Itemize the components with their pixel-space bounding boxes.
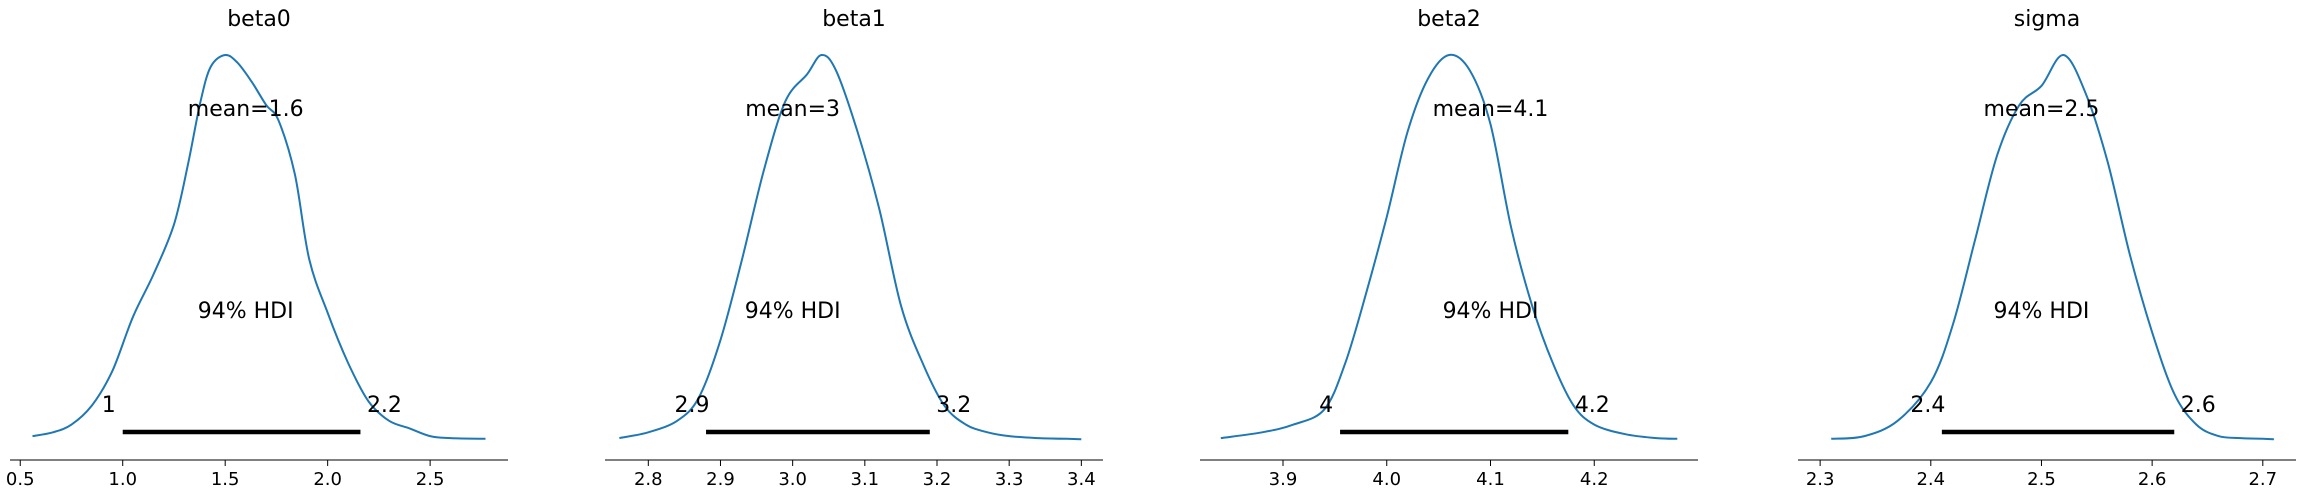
mean-label: mean=2.5	[1984, 97, 2100, 122]
x-tick-label: 4.1	[1476, 469, 1505, 490]
hdi-low-label: 4	[1319, 393, 1333, 418]
mean-label: mean=1.6	[188, 97, 304, 122]
x-tick-label: 4.0	[1372, 469, 1401, 490]
density-line	[619, 53, 1082, 441]
x-tick-label: 2.5	[2027, 469, 2056, 490]
panel-beta1: beta1 mean=3 94% HDI 2.9 3.2 2.8 2.9 3.0 3.1 3.2 3…	[605, 7, 1103, 490]
panel-beta0: beta0 mean=1.6 94% HDI 1 2.2 0.5 1.0 1.5 2.0 2.5	[6, 7, 508, 490]
hdi-high-label: 3.2	[936, 393, 971, 418]
x-tick-label: 3.2	[923, 469, 952, 490]
x-tick-label: 3.9	[1269, 469, 1298, 490]
x-tick-label: 1.5	[211, 469, 240, 490]
x-tick-label: 1.0	[108, 469, 137, 490]
panel-title: beta1	[822, 7, 886, 32]
x-tick-label: 2.9	[706, 469, 735, 490]
x-tick-label: 3.4	[1067, 469, 1096, 490]
x-tick-label: 2.6	[2138, 469, 2167, 490]
mean-label: mean=4.1	[1433, 97, 1549, 122]
hdi-label: 94% HDI	[1994, 299, 2090, 324]
hdi-low-label: 1	[102, 393, 116, 418]
x-tick-label: 2.3	[1806, 469, 1835, 490]
hdi-high-label: 2.6	[2181, 393, 2216, 418]
x-tick-label: 4.2	[1580, 469, 1609, 490]
x-tick-label: 3.3	[995, 469, 1024, 490]
density-line	[1220, 53, 1678, 440]
panel-beta2: beta2 mean=4.1 94% HDI 4 4.2 3.9 4.0 4.1 4.2	[1200, 7, 1698, 490]
hdi-label: 94% HDI	[1443, 299, 1539, 324]
hdi-low-label: 2.4	[1910, 393, 1945, 418]
x-tick-label: 0.5	[6, 469, 35, 490]
mean-label: mean=3	[745, 97, 840, 122]
hdi-high-label: 4.2	[1575, 393, 1610, 418]
panel-title: sigma	[2014, 7, 2080, 32]
x-tick-label: 2.5	[416, 469, 445, 490]
hdi-low-label: 2.9	[675, 393, 710, 418]
density-line	[1831, 54, 2274, 441]
hdi-label: 94% HDI	[745, 299, 841, 324]
panel-sigma: sigma mean=2.5 94% HDI 2.4 2.6 2.3 2.4 2.5 2.6 2.…	[1798, 7, 2296, 490]
panel-title: beta2	[1417, 7, 1481, 32]
x-tick-label: 3.1	[851, 469, 880, 490]
x-tick-label: 2.0	[313, 469, 342, 490]
x-tick-label: 2.8	[634, 469, 663, 490]
hdi-high-label: 2.2	[367, 393, 402, 418]
x-tick-label: 2.7	[2248, 469, 2277, 490]
density-line	[32, 53, 486, 440]
hdi-label: 94% HDI	[198, 299, 294, 324]
panel-title: beta0	[227, 7, 291, 32]
x-tick-label: 3.0	[778, 469, 807, 490]
x-tick-label: 2.4	[1916, 469, 1945, 490]
